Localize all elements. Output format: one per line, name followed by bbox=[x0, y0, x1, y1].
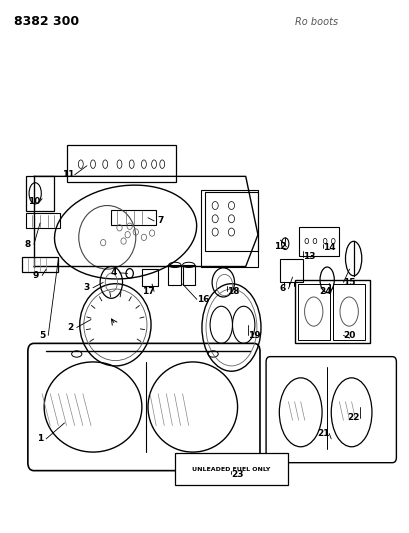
Text: 10: 10 bbox=[28, 197, 40, 206]
Text: 2: 2 bbox=[67, 323, 74, 332]
Bar bbox=[200, 190, 257, 266]
Bar bbox=[168, 265, 180, 285]
Bar bbox=[204, 192, 257, 251]
Bar bbox=[280, 259, 302, 282]
Text: UNLEADED FUEL ONLY: UNLEADED FUEL ONLY bbox=[192, 467, 270, 472]
Bar bbox=[294, 280, 369, 343]
Bar bbox=[111, 211, 156, 225]
Text: 15: 15 bbox=[342, 278, 355, 287]
Text: 22: 22 bbox=[346, 413, 359, 422]
Text: 7: 7 bbox=[157, 216, 163, 225]
Bar bbox=[298, 227, 339, 256]
Bar bbox=[26, 176, 54, 211]
Text: 19: 19 bbox=[247, 331, 260, 340]
Text: 20: 20 bbox=[343, 331, 355, 340]
Bar bbox=[22, 257, 58, 272]
Text: 13: 13 bbox=[302, 253, 315, 262]
Bar bbox=[26, 214, 60, 228]
Text: 23: 23 bbox=[231, 470, 243, 479]
Bar bbox=[142, 269, 158, 286]
Text: 18: 18 bbox=[227, 287, 239, 296]
Text: 12: 12 bbox=[274, 243, 286, 252]
Text: 4: 4 bbox=[110, 268, 116, 277]
Bar bbox=[297, 284, 329, 340]
Text: 5: 5 bbox=[39, 331, 45, 340]
Text: 9: 9 bbox=[33, 271, 39, 280]
Text: 1: 1 bbox=[37, 434, 43, 443]
Text: 11: 11 bbox=[62, 170, 75, 179]
FancyBboxPatch shape bbox=[175, 453, 287, 486]
Text: 8: 8 bbox=[25, 240, 31, 249]
Text: 6: 6 bbox=[279, 284, 285, 293]
Bar bbox=[182, 265, 194, 285]
Text: 24: 24 bbox=[318, 287, 330, 296]
Text: 3: 3 bbox=[83, 283, 90, 292]
Bar bbox=[333, 284, 364, 340]
Text: 16: 16 bbox=[196, 295, 209, 304]
Text: 14: 14 bbox=[322, 244, 335, 253]
Text: Ro boots: Ro boots bbox=[294, 17, 337, 27]
Bar bbox=[66, 144, 176, 182]
Text: 8382 300: 8382 300 bbox=[13, 15, 79, 28]
Text: 21: 21 bbox=[316, 429, 328, 438]
Text: 17: 17 bbox=[142, 287, 154, 296]
